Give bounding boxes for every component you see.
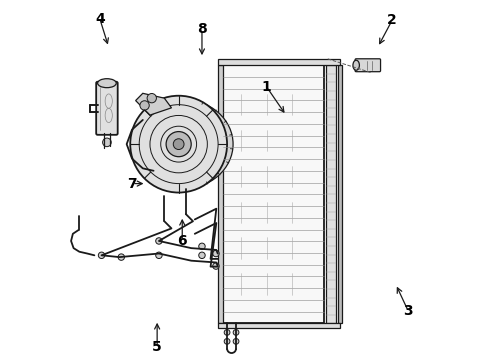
Text: 4: 4 [95,12,105,26]
Circle shape [147,94,156,103]
Bar [218,65,223,323]
Circle shape [166,132,191,157]
Text: 2: 2 [387,13,397,27]
Circle shape [173,139,184,149]
Text: 7: 7 [127,177,137,190]
Bar [338,65,342,323]
Bar [218,323,340,328]
Ellipse shape [131,99,233,189]
Circle shape [233,338,239,344]
FancyBboxPatch shape [355,59,381,72]
Circle shape [213,263,219,269]
Circle shape [130,96,227,193]
Circle shape [156,238,162,244]
Polygon shape [136,93,172,115]
Circle shape [199,243,205,249]
Bar [218,59,340,65]
Text: 8: 8 [197,22,207,36]
Ellipse shape [353,60,359,70]
Circle shape [224,329,230,335]
Text: 1: 1 [262,80,271,94]
Circle shape [233,329,239,335]
Circle shape [199,252,205,258]
Circle shape [213,250,219,257]
Bar [326,65,337,323]
Circle shape [98,252,105,258]
Circle shape [156,252,162,258]
Circle shape [102,138,111,147]
Text: 3: 3 [403,304,413,318]
Bar [223,65,324,323]
Text: 5: 5 [152,340,162,354]
Text: 6: 6 [177,234,187,248]
Circle shape [224,338,230,344]
FancyBboxPatch shape [96,82,118,135]
Ellipse shape [98,79,116,87]
Circle shape [118,254,124,260]
Circle shape [140,101,149,110]
